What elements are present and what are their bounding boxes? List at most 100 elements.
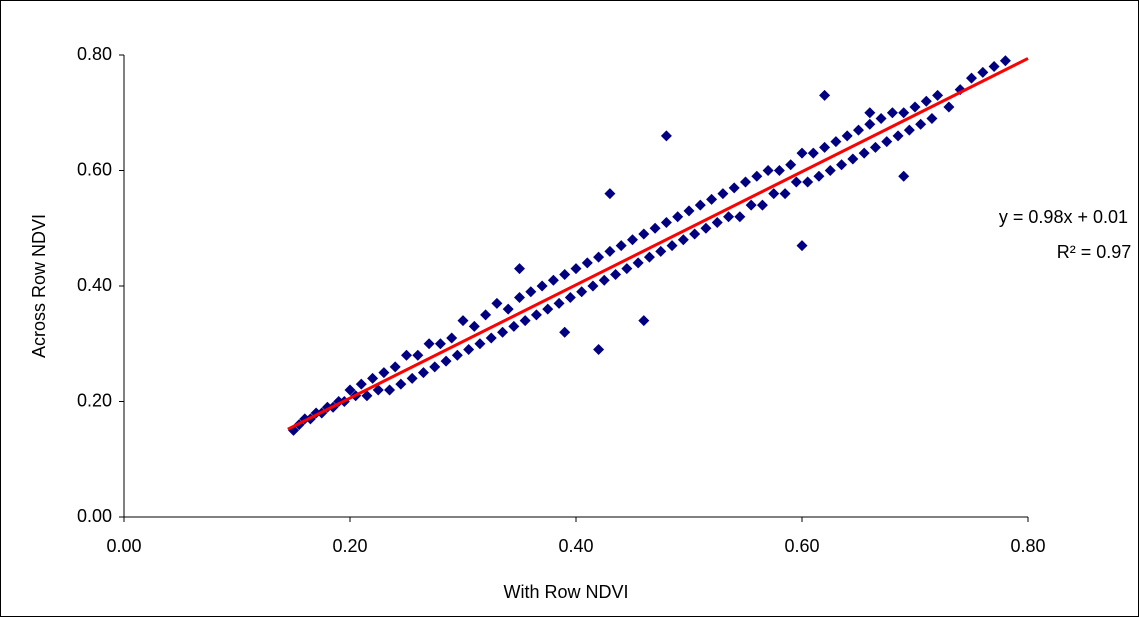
point	[621, 263, 633, 275]
point	[367, 372, 379, 384]
point	[853, 124, 864, 136]
point	[491, 297, 503, 309]
point	[655, 245, 667, 257]
point	[389, 361, 401, 373]
point	[768, 188, 780, 200]
point	[841, 130, 853, 142]
point	[638, 228, 650, 240]
point	[559, 268, 571, 280]
point	[593, 344, 605, 356]
point	[745, 199, 757, 211]
annotation: R² = 0.97	[1057, 242, 1132, 262]
point	[502, 303, 514, 315]
point	[892, 130, 904, 142]
point	[632, 257, 644, 269]
point	[728, 182, 740, 194]
point	[417, 367, 429, 379]
point	[451, 349, 463, 361]
point	[474, 338, 486, 350]
point	[564, 292, 576, 304]
point	[395, 378, 407, 390]
point	[864, 118, 876, 130]
point	[638, 315, 650, 327]
point	[480, 309, 492, 321]
point	[406, 372, 418, 384]
point	[547, 274, 559, 286]
point	[920, 95, 932, 107]
point	[666, 240, 678, 252]
point	[819, 89, 831, 101]
point	[875, 113, 887, 125]
point	[869, 141, 881, 153]
point	[355, 378, 367, 390]
x-tick-label: 0.60	[784, 536, 819, 556]
x-tick-label: 0.40	[558, 536, 593, 556]
point	[457, 315, 469, 327]
point	[773, 165, 785, 176]
y-tick-label: 0.80	[77, 44, 112, 64]
point	[723, 211, 735, 223]
point	[587, 280, 599, 292]
point	[689, 228, 701, 240]
point	[762, 165, 774, 176]
point	[361, 390, 373, 402]
point	[683, 205, 695, 217]
point	[943, 101, 955, 113]
x-axis-title: With Row NDVI	[503, 582, 628, 602]
point	[694, 199, 706, 211]
point	[751, 170, 763, 182]
point	[903, 124, 915, 136]
y-tick-label: 0.40	[77, 275, 112, 295]
point	[785, 159, 797, 171]
point	[604, 188, 616, 200]
point	[660, 130, 672, 142]
point	[909, 101, 921, 113]
point	[519, 315, 531, 327]
point	[610, 268, 622, 280]
point	[999, 55, 1011, 67]
point	[819, 141, 831, 153]
point	[966, 72, 977, 84]
point	[468, 320, 480, 332]
point	[536, 280, 548, 292]
point	[988, 61, 1000, 73]
point	[627, 234, 638, 246]
point	[886, 107, 898, 119]
point	[553, 297, 565, 309]
point	[756, 199, 768, 211]
point	[344, 384, 356, 396]
point	[576, 286, 588, 298]
point	[790, 176, 802, 188]
point	[796, 147, 808, 159]
y-tick-label: 0.00	[77, 506, 112, 526]
point	[847, 153, 859, 165]
point	[864, 107, 876, 119]
point	[898, 170, 910, 182]
point	[779, 188, 791, 200]
point	[858, 147, 870, 159]
point	[660, 216, 672, 228]
point	[497, 326, 509, 338]
point	[711, 216, 723, 228]
point	[717, 188, 729, 200]
point	[581, 257, 593, 269]
point	[830, 136, 842, 148]
x-tick-label: 0.80	[1010, 536, 1045, 556]
point	[807, 147, 819, 159]
point	[672, 211, 684, 223]
point	[677, 234, 689, 246]
y-tick-label: 0.20	[77, 390, 112, 410]
point	[734, 211, 746, 223]
point	[881, 136, 893, 148]
point	[796, 240, 808, 252]
point	[649, 222, 661, 234]
point	[423, 338, 435, 350]
point	[977, 66, 989, 78]
point	[700, 222, 712, 234]
point	[836, 159, 848, 171]
point	[813, 170, 825, 182]
point	[446, 332, 458, 344]
point	[593, 251, 605, 263]
